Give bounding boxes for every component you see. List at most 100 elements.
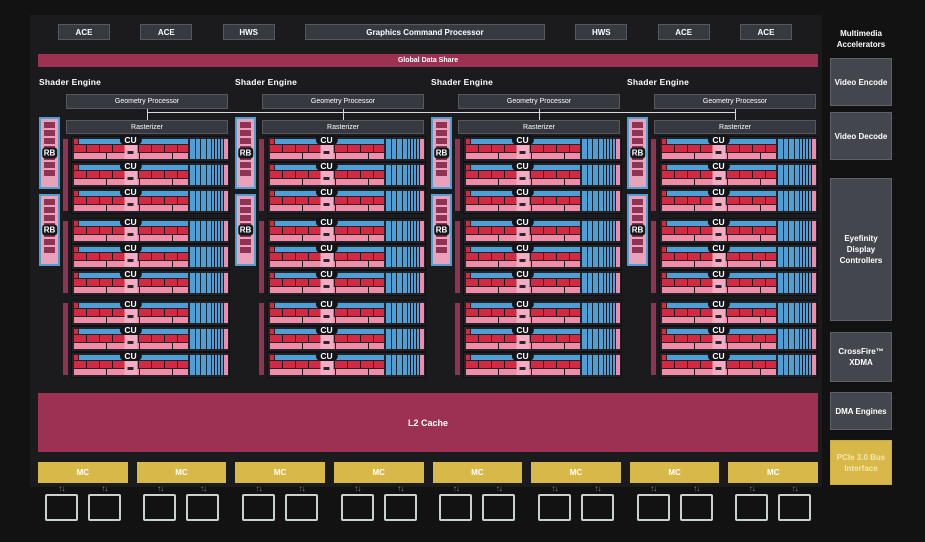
cu-simd-block: CU [464, 351, 581, 377]
cu-simd-block: CU [464, 325, 581, 351]
cu-texture-column [206, 139, 211, 159]
cu-simd-block: CU [464, 135, 581, 161]
cu-texture-column [778, 139, 783, 159]
cu-texture-units [777, 245, 817, 269]
cu-texture-column [190, 303, 195, 323]
rb-slot [240, 162, 251, 168]
cu-texture-column [593, 139, 598, 159]
rb-slot [436, 207, 447, 213]
cu-group: CU CU [651, 217, 818, 296]
cu-texture-column [397, 191, 402, 211]
compute-unit: CU [267, 325, 426, 352]
rb-slot [240, 239, 251, 245]
cu-simd-block: CU [72, 325, 189, 351]
memory-controller-box: MC [235, 462, 325, 483]
cu-lds-block [516, 171, 529, 185]
cu-label: CU [315, 269, 338, 279]
cu-cache-stripes [800, 165, 811, 185]
cu-texture-units [385, 189, 425, 213]
cu-texture-column [386, 191, 391, 211]
memory-controller-unit: MC ↑↓ ↑↓ [629, 462, 720, 521]
rb-slot [632, 215, 643, 221]
cu-texture-units [189, 271, 229, 295]
rb-slot [436, 170, 447, 176]
cu-group: CU CU [651, 135, 818, 214]
shader-engine-label: Shader Engine [627, 77, 690, 87]
cu-texture-units [777, 327, 817, 351]
cu-texture-units [189, 327, 229, 351]
memory-controller-box: MC [728, 462, 818, 483]
memory-chips: ↑↓ ↑↓ [728, 484, 818, 521]
cu-cache-stripes [604, 303, 615, 323]
cu-simd-block: CU [268, 243, 385, 269]
cu-texture-column [778, 329, 783, 349]
cu-label: CU [707, 325, 730, 335]
cu-texture-units [385, 271, 425, 295]
geometry-processor-box: Geometry Processor [262, 94, 424, 109]
connector-stub [343, 109, 344, 120]
rb-slot [632, 199, 643, 205]
cu-cache-stripes [604, 247, 615, 267]
cu-texture-column [582, 329, 587, 349]
cu-texture-column [391, 329, 396, 349]
render-backend: RB [627, 194, 648, 266]
gpu-die-panel: ACE ACE HWS Graphics Command Processor H… [30, 15, 822, 487]
cu-texture-units [189, 219, 229, 243]
cu-simd-block: CU [72, 351, 189, 377]
cu-texture-column [397, 273, 402, 293]
memory-controller-unit: MC ↑↓ ↑↓ [333, 462, 424, 521]
cu-group: CU CU [259, 135, 426, 214]
cu-group: CU CU [63, 299, 230, 378]
rb-label: RB [237, 224, 254, 236]
cu-label: CU [119, 187, 142, 197]
cu-texture-column [386, 355, 391, 375]
cu-texture-column [794, 191, 799, 211]
cu-simd-block: CU [268, 299, 385, 325]
geometry-processor-box: Geometry Processor [458, 94, 620, 109]
cu-texture-column [587, 355, 592, 375]
cu-lds-block [124, 361, 137, 375]
cu-texture-units [777, 353, 817, 377]
compute-unit: CU [267, 161, 426, 188]
cu-texture-units [581, 327, 621, 351]
cu-lds-block [712, 227, 725, 241]
cu-texture-column [587, 273, 592, 293]
mem-transfer-arrows-icon: ↑↓ [594, 484, 601, 493]
cu-edge-stripe [420, 247, 424, 267]
cu-cache-stripes [800, 273, 811, 293]
cu-texture-units [189, 189, 229, 213]
render-backend: RB [431, 117, 452, 189]
cu-texture-column [391, 221, 396, 241]
cu-cache-stripes [800, 303, 811, 323]
mem-transfer-arrows-icon: ↑↓ [452, 484, 460, 493]
cu-texture-column [195, 273, 200, 293]
cu-texture-column [206, 355, 211, 375]
cu-texture-units [777, 271, 817, 295]
cu-edge-stripe [812, 273, 816, 293]
cu-lds-block [320, 171, 333, 185]
cu-texture-column [582, 139, 587, 159]
cu-texture-column [783, 355, 788, 375]
rb-slot [632, 239, 643, 245]
cu-texture-column [201, 221, 206, 241]
cu-texture-column [402, 165, 407, 185]
cu-texture-column [794, 303, 799, 323]
memory-controller-unit: MC ↑↓ ↑↓ [432, 462, 523, 521]
shader-engine: Shader Engine Geometry Processor Rasteri… [626, 76, 818, 393]
cu-texture-units [581, 271, 621, 295]
cu-edge-stripe [420, 273, 424, 293]
cu-texture-units [385, 219, 425, 243]
cu-texture-column [391, 355, 396, 375]
cu-texture-column [402, 273, 407, 293]
cu-texture-column [201, 273, 206, 293]
cu-texture-column [593, 273, 598, 293]
cu-texture-column [397, 221, 402, 241]
cu-lds-block [712, 279, 725, 293]
cu-texture-column [598, 165, 603, 185]
memory-chip [735, 494, 769, 521]
cu-group: CU CU [455, 135, 622, 214]
cu-lds-block [516, 253, 529, 267]
cu-texture-column [778, 165, 783, 185]
cu-texture-column [386, 329, 391, 349]
rb-slot [240, 170, 251, 176]
